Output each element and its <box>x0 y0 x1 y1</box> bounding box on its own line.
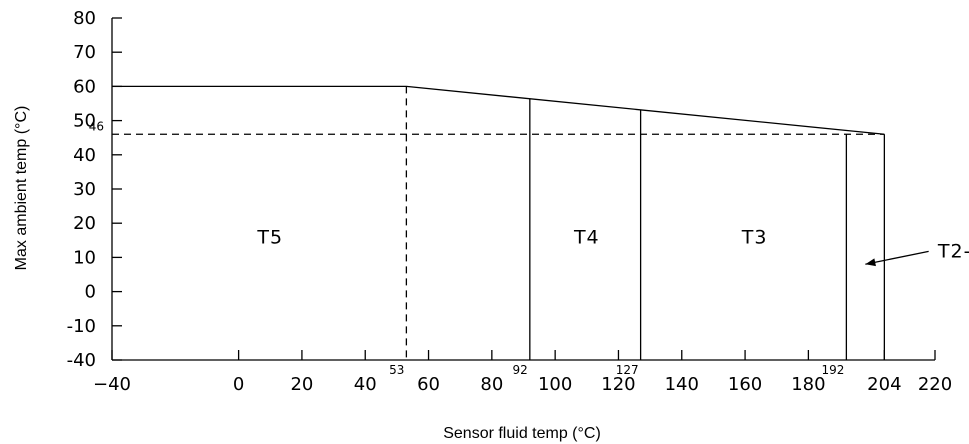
y-axis-title: Max ambient temp (°C) <box>13 106 30 271</box>
y-tick-label: -10 <box>67 316 96 337</box>
y-tick-label: 70 <box>73 42 96 63</box>
boundary-label-127: 127 <box>616 363 639 377</box>
boundary-label-92: 92 <box>513 363 528 377</box>
y-tick-label: 10 <box>73 247 96 268</box>
marks <box>112 85 929 360</box>
x-tick-label: 204 <box>867 374 901 395</box>
x-axis-title: Sensor fluid temp (°C) <box>443 425 601 442</box>
axes <box>111 18 935 361</box>
zone-arrow-head <box>865 258 876 267</box>
x-tick-label: 220 <box>918 374 952 395</box>
y-tick-label: 30 <box>73 179 96 200</box>
x-tick-label: 20 <box>290 374 313 395</box>
y-tick-label: -40 <box>67 350 96 371</box>
x-tick-label: 60 <box>417 374 440 395</box>
x-tick-label: −40 <box>93 374 131 395</box>
y-tick-label: 50 <box>73 111 96 132</box>
x-tick-label: 180 <box>791 374 825 395</box>
y-tick-label: 60 <box>73 76 96 97</box>
boundary-label-53: 53 <box>389 363 404 377</box>
zone-label-t4: T4 <box>573 227 600 249</box>
zone-arrow-line <box>865 250 929 265</box>
max-ambient-curve <box>112 85 885 135</box>
y-tick-label: 80 <box>73 8 96 29</box>
x-tick-label: 40 <box>354 374 377 395</box>
zone-label-t3: T3 <box>741 227 768 249</box>
labels: 46 53 92 127 192 T5 T4 T3 T2-T1 <box>89 119 969 377</box>
y-tick-label: 0 <box>85 282 96 303</box>
x-tick-label: 140 <box>665 374 699 395</box>
x-tick-label: 0 <box>233 374 244 395</box>
x-tick-label: 160 <box>728 374 762 395</box>
y-tick-label: 40 <box>73 145 96 166</box>
y-tick-label: 20 <box>73 213 96 234</box>
x-tick-label: 80 <box>480 374 503 395</box>
zone-label-t2-t1: T2-T1 <box>937 240 969 262</box>
x-tick-label: 120 <box>601 374 635 395</box>
x-tick-label: 100 <box>538 374 572 395</box>
boundary-label-192: 192 <box>821 363 844 377</box>
zone-label-t5: T5 <box>256 227 283 249</box>
reference-label-46: 46 <box>89 119 104 133</box>
